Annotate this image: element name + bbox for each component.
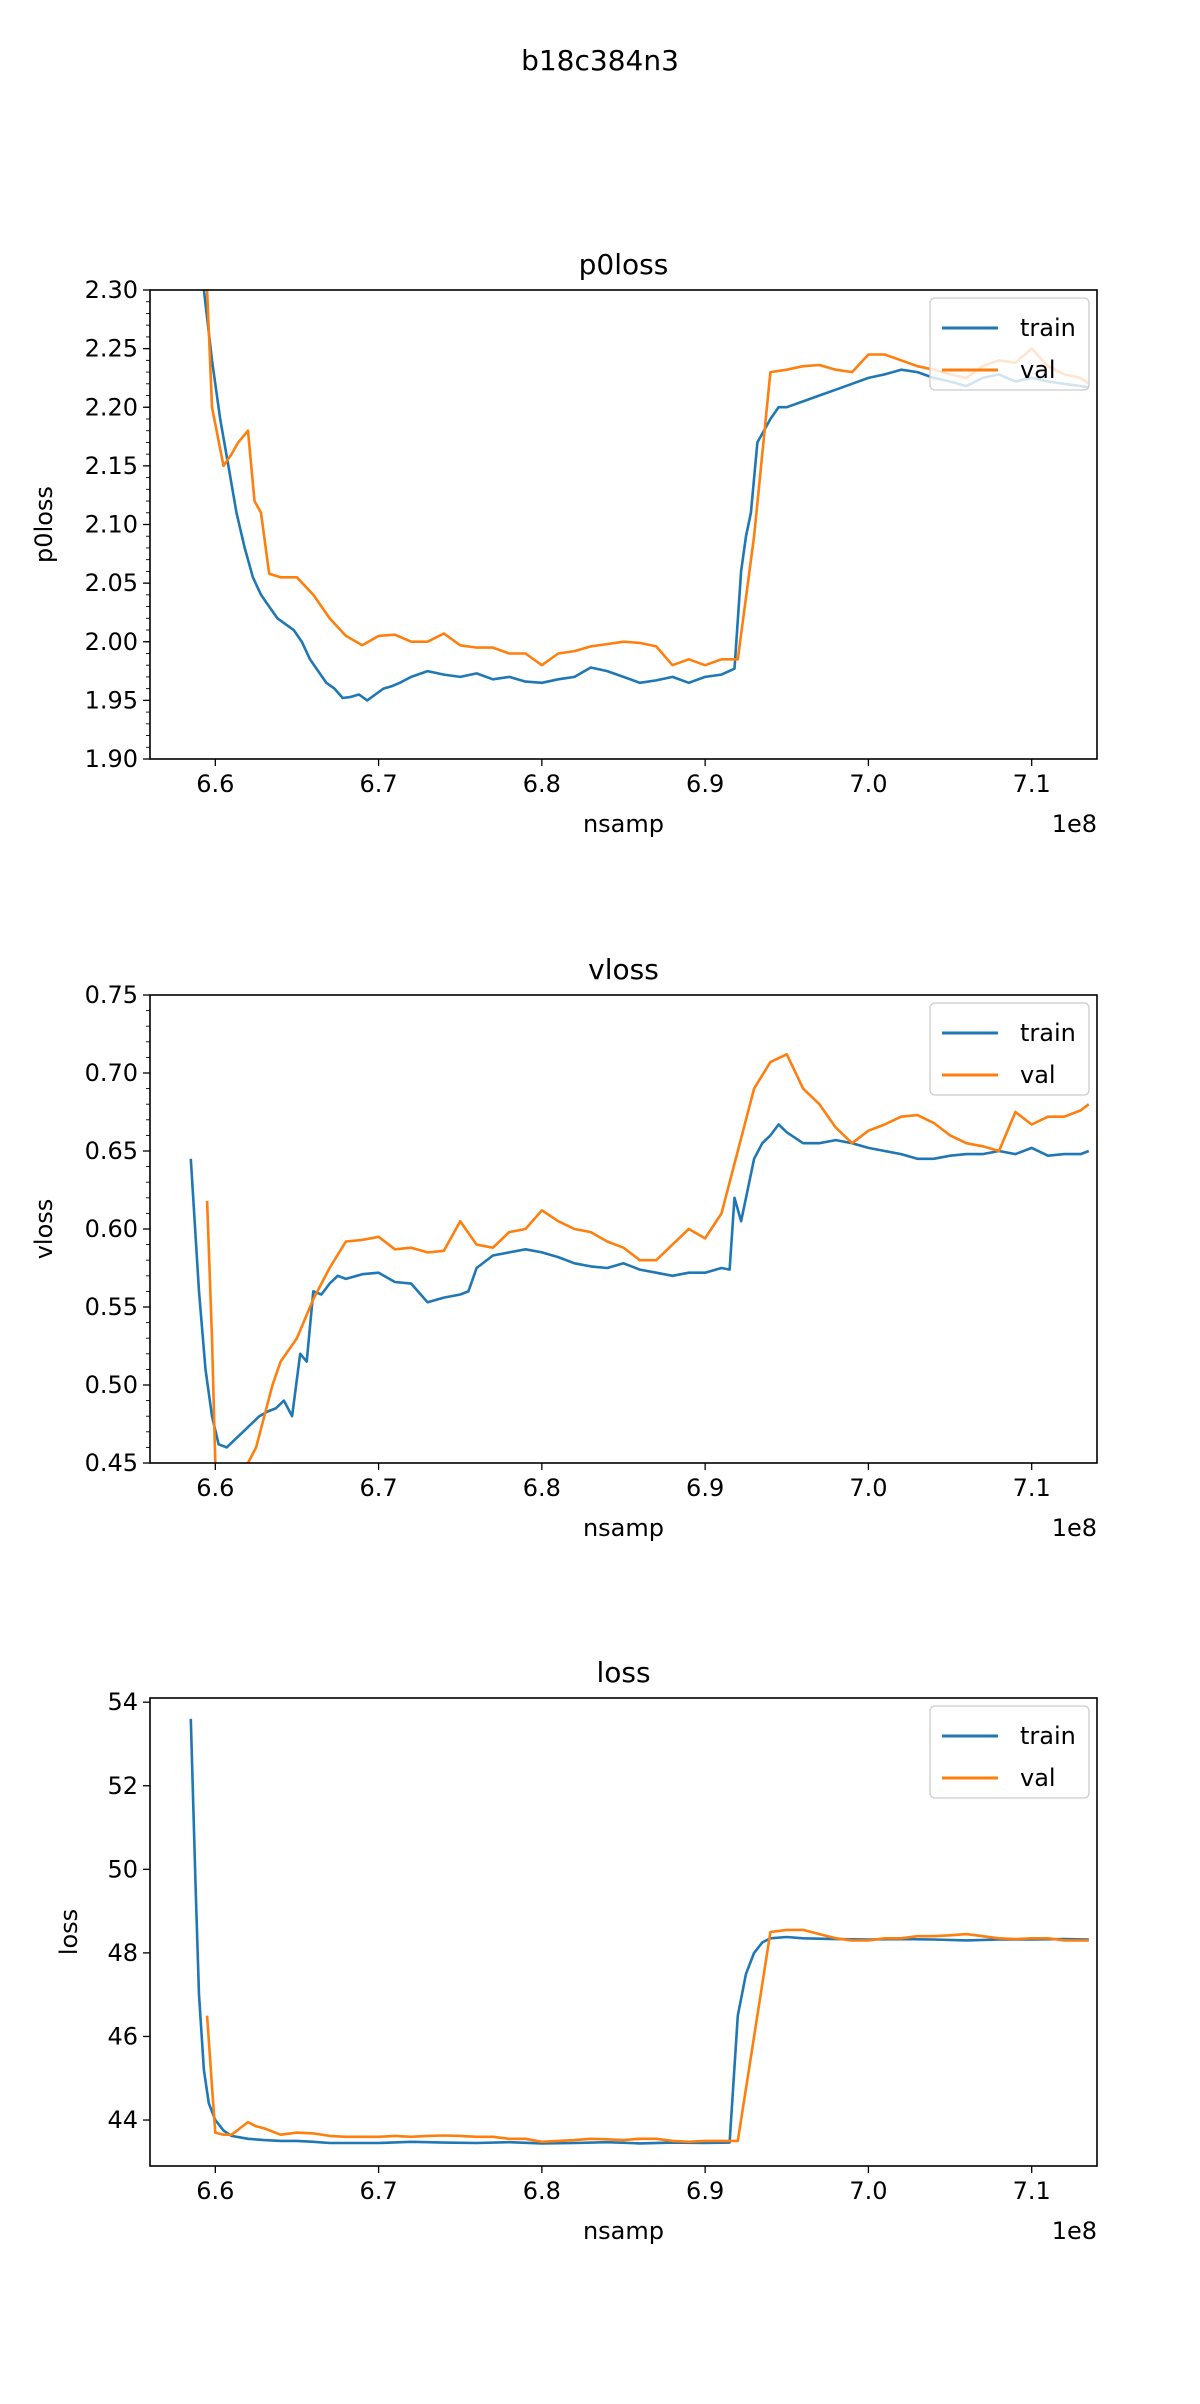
x-tick-label: 6.8	[523, 2177, 561, 2205]
panel-vloss: 6.6 6.7 6.8 6.9 7.0 7.1 0.45 0.50 0.55 0.60 0.65 0.…	[30, 953, 1098, 1542]
y-tick-label: 2.00	[85, 628, 138, 656]
legend-label-train: train	[1020, 314, 1076, 342]
x-axis-label: nsamp	[583, 810, 664, 838]
y-tick-label: 2.05	[85, 569, 138, 597]
series-line-train	[202, 290, 1089, 702]
y-tick-label: 0.70	[85, 1059, 138, 1087]
y-tick-label: 2.15	[85, 452, 138, 480]
x-tick-label: 6.7	[360, 2177, 398, 2205]
x-tick-label: 6.9	[686, 770, 724, 798]
y-tick-label: 52	[107, 1772, 138, 1800]
y-tick-label: 54	[107, 1688, 138, 1716]
x-tick-label: 7.1	[1013, 2177, 1051, 2205]
plot-area	[189, 1053, 1090, 1463]
y-tick-label: 2.20	[85, 393, 138, 421]
series-line-val	[205, 1928, 1089, 2144]
x-tick-label: 6.9	[686, 1474, 724, 1502]
panel-title: p0loss	[579, 248, 669, 281]
x-offset-label: 1e8	[1052, 1514, 1097, 1542]
x-tick-label: 7.0	[849, 2177, 887, 2205]
series-line-train	[189, 1123, 1090, 1449]
y-axis-label: loss	[55, 1909, 83, 1955]
x-tick-label: 6.7	[360, 770, 398, 798]
legend-label-val: val	[1020, 1061, 1056, 1089]
x-tick-label: 6.9	[686, 2177, 724, 2205]
legend-box	[929, 1705, 1090, 1799]
x-tick-label: 7.1	[1013, 1474, 1051, 1502]
y-tick-label: 1.90	[85, 745, 138, 773]
y-tick-label: 46	[107, 2022, 138, 2050]
panel-loss: 6.6 6.7 6.8 6.9 7.0 7.1 44 46 48 50 52 54 loss nsamp 1…	[55, 1656, 1098, 2245]
y-tick-label: 0.55	[85, 1293, 138, 1321]
legend: train val	[929, 297, 1090, 391]
y-tick-label: 48	[107, 1939, 138, 1967]
y-tick-label: 0.65	[85, 1137, 138, 1165]
x-tick-label: 6.6	[196, 2177, 234, 2205]
panel-title: vloss	[588, 953, 659, 986]
panel-title: loss	[596, 1656, 650, 1689]
x-tick-label: 6.8	[523, 1474, 561, 1502]
x-offset-label: 1e8	[1052, 2217, 1097, 2245]
legend-box	[929, 1002, 1090, 1096]
x-tick-label: 7.0	[849, 1474, 887, 1502]
y-tick-label: 0.45	[85, 1449, 138, 1477]
legend-label-val: val	[1020, 1764, 1056, 1792]
y-tick-label: 50	[107, 1855, 138, 1883]
y-tick-label: 44	[107, 2106, 138, 2134]
y-tick-label: 2.10	[85, 511, 138, 539]
y-tick-label: 1.95	[85, 686, 138, 714]
x-tick-label: 7.1	[1013, 770, 1051, 798]
panel-p0loss: 6.6 6.7 6.8 6.9 7.0 7.1 1.90 1.95 2.00 2.05 2.10 2.…	[30, 248, 1098, 838]
y-tick-label: 2.25	[85, 335, 138, 363]
axes-frame	[149, 1697, 1098, 2167]
series-line-val	[205, 1053, 1090, 1463]
x-tick-label: 6.8	[523, 770, 561, 798]
x-axis-label: nsamp	[583, 2217, 664, 2245]
y-axis-label: p0loss	[30, 486, 58, 563]
legend: train val	[929, 1002, 1090, 1096]
y-tick-label: 0.75	[85, 981, 138, 1009]
y-tick-label: 0.60	[85, 1215, 138, 1243]
x-axis-label: nsamp	[583, 1514, 664, 1542]
legend-label-train: train	[1020, 1722, 1076, 1750]
plot-area	[189, 1718, 1089, 2145]
x-tick-label: 6.6	[196, 1474, 234, 1502]
legend-label-train: train	[1020, 1019, 1076, 1047]
x-tick-label: 6.6	[196, 770, 234, 798]
legend-box	[929, 297, 1090, 391]
x-tick-label: 6.7	[360, 1474, 398, 1502]
y-tick-label: 2.30	[85, 276, 138, 304]
x-offset-label: 1e8	[1052, 810, 1097, 838]
legend: train val	[929, 1705, 1090, 1799]
legend-label-val: val	[1020, 356, 1056, 384]
y-axis-label: vloss	[30, 1199, 58, 1260]
x-tick-label: 7.0	[849, 770, 887, 798]
y-tick-label: 0.50	[85, 1371, 138, 1399]
figure-title: b18c384n3	[521, 44, 679, 77]
